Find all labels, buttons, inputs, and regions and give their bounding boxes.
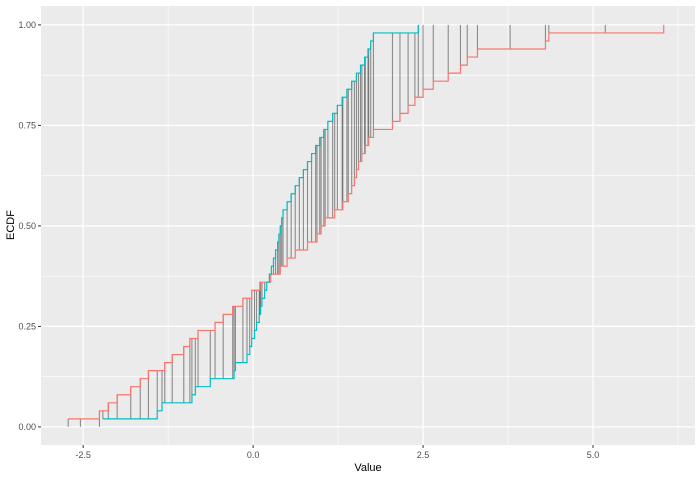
- y-axis-label: ECDF: [5, 210, 17, 240]
- ecdf-curve-sample2: [102, 24, 419, 420]
- y-tick-label: 0.25: [18, 321, 36, 331]
- y-tick-label: 1.00: [18, 20, 36, 30]
- x-tick-label: -2.5: [75, 450, 91, 460]
- y-tick-label: 0.00: [18, 422, 36, 432]
- x-tick-label: 0.0: [247, 450, 260, 460]
- x-tick-label: 5.0: [587, 450, 600, 460]
- x-axis-label: Value: [354, 462, 381, 474]
- x-tick-label: 2.5: [417, 450, 430, 460]
- y-tick-label: 0.50: [18, 221, 36, 231]
- ecdf-curve-sample1: [68, 24, 665, 420]
- y-tick-label: 0.75: [18, 120, 36, 130]
